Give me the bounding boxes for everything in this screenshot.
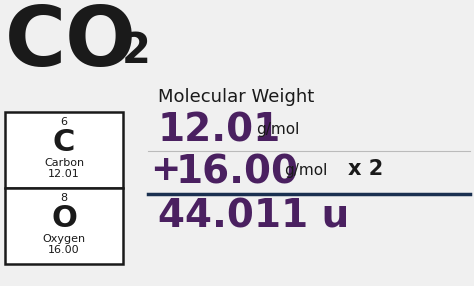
Text: 16.00: 16.00 (176, 153, 299, 191)
Text: x 2: x 2 (348, 159, 383, 179)
Text: Molecular Weight: Molecular Weight (158, 88, 314, 106)
Text: CO: CO (5, 2, 137, 83)
Text: 16.00: 16.00 (48, 245, 80, 255)
Bar (5, 188, 123, 264)
Text: 12.01: 12.01 (158, 112, 281, 150)
Text: Carbon: Carbon (44, 158, 84, 168)
Text: g/mol: g/mol (256, 122, 300, 137)
Text: 12.01: 12.01 (48, 169, 80, 179)
Text: C: C (53, 128, 75, 157)
Text: +: + (150, 153, 181, 187)
Bar (5, 112, 123, 188)
Text: g/mol: g/mol (284, 163, 328, 178)
Text: O: O (51, 204, 77, 233)
Text: Oxygen: Oxygen (43, 234, 86, 244)
Text: 8: 8 (61, 193, 68, 203)
Text: 2: 2 (122, 30, 151, 72)
Text: 44.011 u: 44.011 u (158, 198, 349, 236)
Text: 6: 6 (61, 117, 67, 127)
